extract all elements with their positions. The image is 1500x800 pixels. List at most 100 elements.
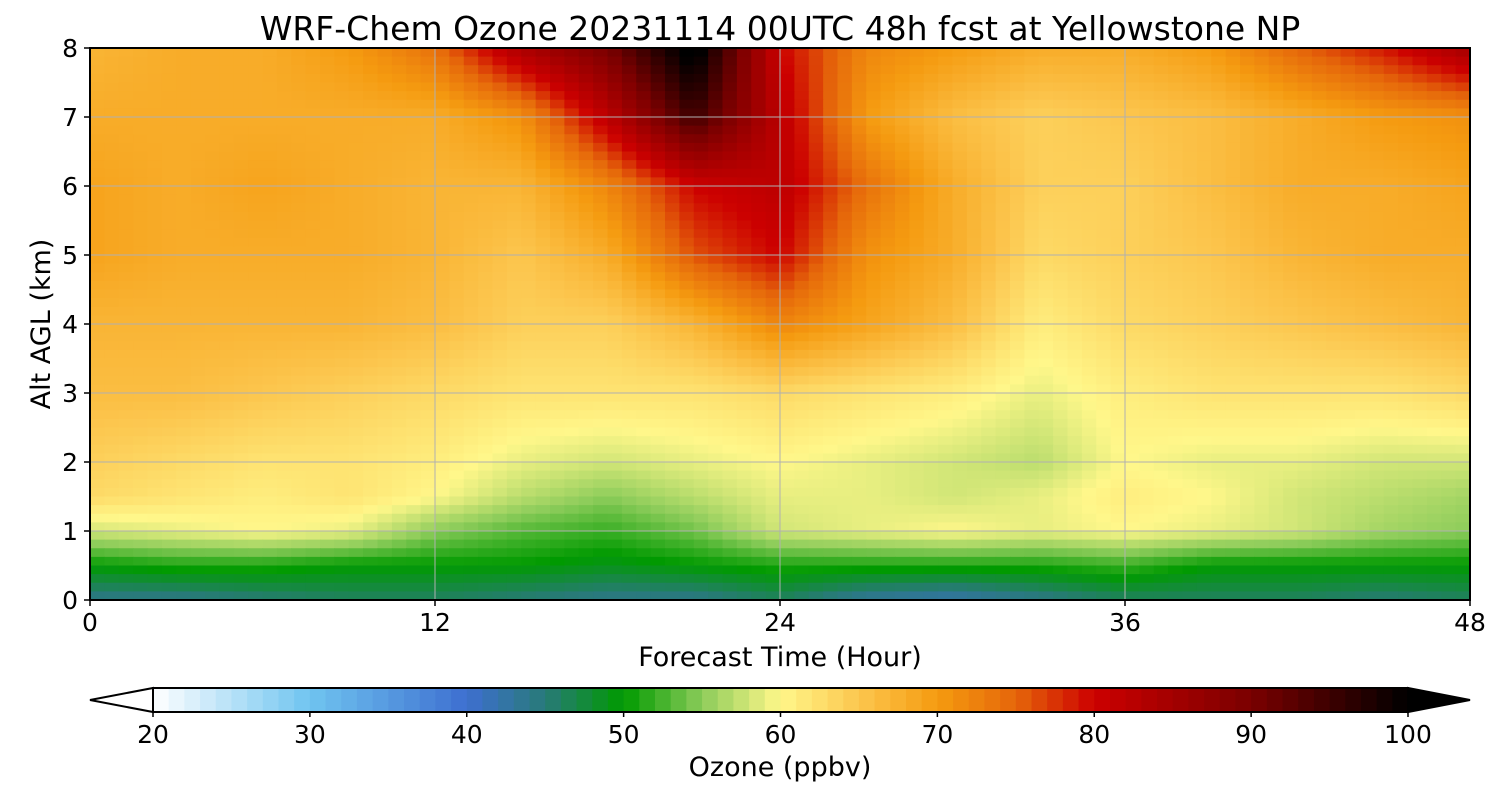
heatmap-cell [693,177,709,187]
heatmap-cell [1211,349,1227,360]
heatmap-cell [966,427,982,437]
heatmap-cell [866,220,882,230]
heatmap-cell [578,220,594,230]
heatmap-cell [966,315,982,325]
heatmap-cell [449,332,465,342]
heatmap-cell [895,289,910,299]
heatmap-cell [435,203,450,213]
heatmap-cell [420,237,436,247]
heatmap-cell [1383,272,1399,282]
heatmap-cell [1211,186,1227,196]
heatmap-cell [1426,91,1442,101]
heatmap-cell [1398,384,1414,394]
heatmap-cell [1010,73,1025,84]
heatmap-cell [780,237,795,247]
heatmap-cell [219,444,235,454]
heatmap-cell [866,332,882,342]
heatmap-cell [1283,73,1299,84]
heatmap-cell [1340,332,1356,342]
heatmap-cell [535,341,551,351]
heatmap-cell [463,117,479,127]
heatmap-cell [478,298,494,308]
heatmap-cell [104,194,120,204]
heatmap-cell [276,142,292,153]
heatmap-cell [1455,436,1471,446]
heatmap-cell [966,220,982,230]
heatmap-cell [1441,418,1457,429]
heatmap-cell [233,194,249,204]
heatmap-cell [291,341,307,351]
heatmap-cell [751,401,767,411]
heatmap-cell [478,341,494,351]
heatmap-cell [233,246,249,256]
heatmap-cell [506,418,522,429]
heatmap-cell [794,444,810,454]
heatmap-cell [564,229,580,239]
heatmap-cell [449,151,465,161]
heatmap-cell [262,341,278,351]
heatmap-cell [1240,229,1255,239]
heatmap-cell [233,56,249,66]
heatmap-cell [377,82,393,92]
heatmap-cell [478,367,494,377]
heatmap-cell [923,470,939,480]
heatmap-cell [1125,298,1140,308]
heatmap-cell [995,82,1011,92]
heatmap-cell [463,470,479,480]
heatmap-cell [190,444,206,454]
heatmap-cell [1225,401,1241,411]
heatmap-cell [564,280,580,291]
heatmap-cell [1081,186,1097,196]
heatmap-cell [1412,436,1428,446]
heatmap-cell [880,324,896,334]
heatmap-cell [305,375,321,385]
heatmap-cell [363,237,379,247]
heatmap-cell [1182,272,1198,282]
heatmap-cell [1455,151,1471,161]
heatmap-cell [1283,65,1299,75]
heatmap-cell [1297,73,1313,84]
heatmap-cell [1355,272,1370,282]
heatmap-cell [851,194,867,204]
heatmap-cell [1038,91,1054,101]
heatmap-cell [1125,427,1140,437]
heatmap-cell [995,203,1011,213]
heatmap-cell [1326,263,1342,273]
heatmap-cell [334,453,350,463]
heatmap-cell [665,401,680,411]
heatmap-cell [1268,91,1284,101]
heatmap-cell [1297,444,1313,454]
heatmap-cell [1139,358,1155,368]
heatmap-cell [1153,272,1169,282]
heatmap-cell [1125,177,1140,187]
heatmap-cell [276,220,292,230]
heatmap-cell [952,48,968,58]
heatmap-cell [305,82,321,92]
heatmap-cell [133,401,149,411]
heatmap-cell [1398,151,1414,161]
heatmap-cell [837,246,853,256]
heatmap-cell [1383,479,1399,489]
heatmap-cell [679,99,695,109]
heatmap-cell [1225,470,1241,480]
heatmap-cell [147,375,163,385]
heatmap-cell [463,73,479,84]
heatmap-cell [190,462,206,472]
heatmap-cell [1297,117,1313,127]
heatmap-cell [1369,444,1385,454]
heatmap-cell [780,341,795,351]
heatmap-cell [377,418,393,429]
heatmap-cell [535,65,551,75]
heatmap-cell [1455,246,1471,256]
heatmap-cell [880,211,896,222]
heatmap-cell [262,479,278,489]
heatmap-cell [1153,375,1169,385]
heatmap-cell [823,306,839,316]
heatmap-cell [1053,229,1069,239]
heatmap-cell [1196,410,1212,420]
heatmap-cell [147,393,163,403]
heatmap-cell [1326,125,1342,135]
heatmap-cell [1010,142,1025,153]
heatmap-cell [1254,186,1270,196]
heatmap-cell [923,349,939,360]
